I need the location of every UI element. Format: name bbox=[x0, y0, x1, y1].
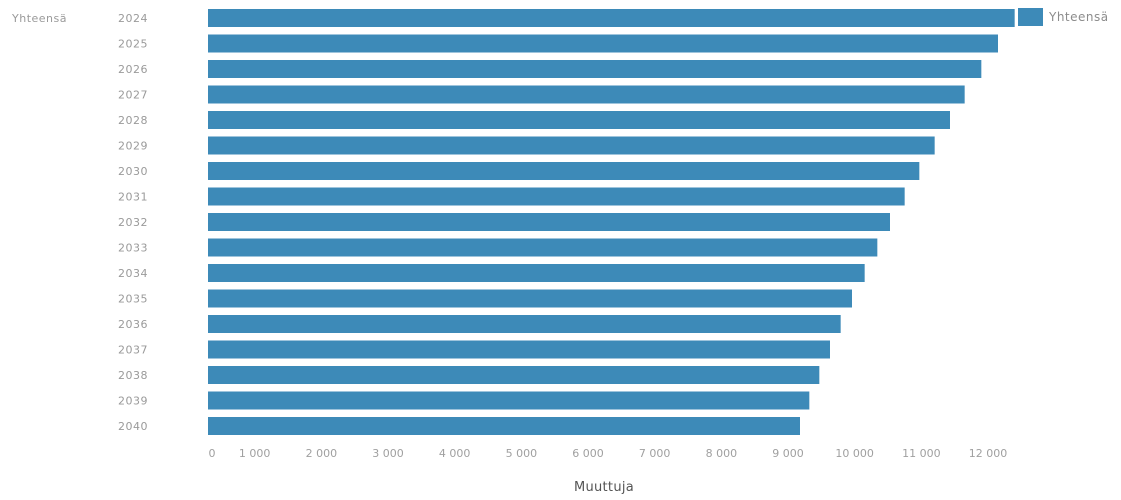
bar-2033[interactable] bbox=[208, 238, 878, 257]
y-label-2033: 2033 bbox=[118, 242, 148, 255]
y-label-2027: 2027 bbox=[118, 89, 148, 102]
bar-2024[interactable] bbox=[208, 9, 1015, 27]
y-label-2025: 2025 bbox=[118, 38, 148, 51]
bar-2037[interactable] bbox=[208, 340, 830, 359]
y-label-2040: 2040 bbox=[118, 420, 148, 433]
legend: Yhteensä bbox=[1018, 8, 1109, 26]
bar-2039[interactable] bbox=[208, 391, 810, 410]
bars bbox=[208, 9, 1015, 435]
y-label-2031: 2031 bbox=[118, 191, 148, 204]
y-label-2039: 2039 bbox=[118, 395, 148, 408]
y-label-2032: 2032 bbox=[118, 216, 148, 229]
legend-label: Yhteensä bbox=[1049, 10, 1109, 24]
y-label-2024: 2024 bbox=[118, 12, 148, 25]
bar-2035[interactable] bbox=[208, 289, 852, 308]
x-tick-3: 3 000 bbox=[372, 447, 404, 460]
x-tick-7: 7 000 bbox=[639, 447, 671, 460]
x-tick-2: 2 000 bbox=[306, 447, 338, 460]
y-label-2038: 2038 bbox=[118, 369, 148, 382]
y-label-2034: 2034 bbox=[118, 267, 148, 280]
x-tick-12: 12 000 bbox=[969, 447, 1008, 460]
bar-2032[interactable] bbox=[208, 213, 890, 231]
y-label-2028: 2028 bbox=[118, 114, 148, 127]
y-label-2029: 2029 bbox=[118, 140, 148, 153]
bar-2025[interactable] bbox=[208, 34, 998, 53]
legend-swatch bbox=[1018, 8, 1043, 26]
x-tick-8: 8 000 bbox=[706, 447, 738, 460]
x-tick-9: 9 000 bbox=[772, 447, 804, 460]
bar-2026[interactable] bbox=[208, 60, 982, 78]
x-tick-10: 10 000 bbox=[835, 447, 874, 460]
y-label-2026: 2026 bbox=[118, 63, 148, 76]
bar-2031[interactable] bbox=[208, 187, 905, 206]
x-tick-0: 0 bbox=[209, 447, 216, 460]
bar-2036[interactable] bbox=[208, 315, 841, 333]
y-label-2037: 2037 bbox=[118, 344, 148, 357]
bar-2030[interactable] bbox=[208, 162, 920, 180]
y-label-2036: 2036 bbox=[118, 318, 148, 331]
x-tick-11: 11 000 bbox=[902, 447, 941, 460]
x-axis-title: Muuttuja bbox=[573, 480, 635, 495]
y-label-2030: 2030 bbox=[118, 165, 148, 178]
x-tick-5: 5 000 bbox=[506, 447, 538, 460]
y-label-2035: 2035 bbox=[118, 293, 148, 306]
x-tick-1: 1 000 bbox=[239, 447, 271, 460]
bar-2038[interactable] bbox=[208, 366, 820, 384]
x-tick-4: 4 000 bbox=[439, 447, 471, 460]
x-tick-6: 6 000 bbox=[572, 447, 604, 460]
x-axis-ticks: 0 1 000 2 000 3 000 4 000 5 000 6 000 7 000 8 00… bbox=[209, 447, 1008, 460]
bar-2027[interactable] bbox=[208, 85, 965, 104]
bar-2028[interactable] bbox=[208, 111, 950, 129]
bar-2034[interactable] bbox=[208, 264, 865, 282]
bar-2040[interactable] bbox=[208, 417, 800, 435]
y-axis-labels: Yhteensä 2024 2025 2026 2027 2028 2029 2030 2031… bbox=[11, 12, 148, 433]
bar-2029[interactable] bbox=[208, 136, 935, 155]
group-label: Yhteensä bbox=[11, 12, 67, 25]
